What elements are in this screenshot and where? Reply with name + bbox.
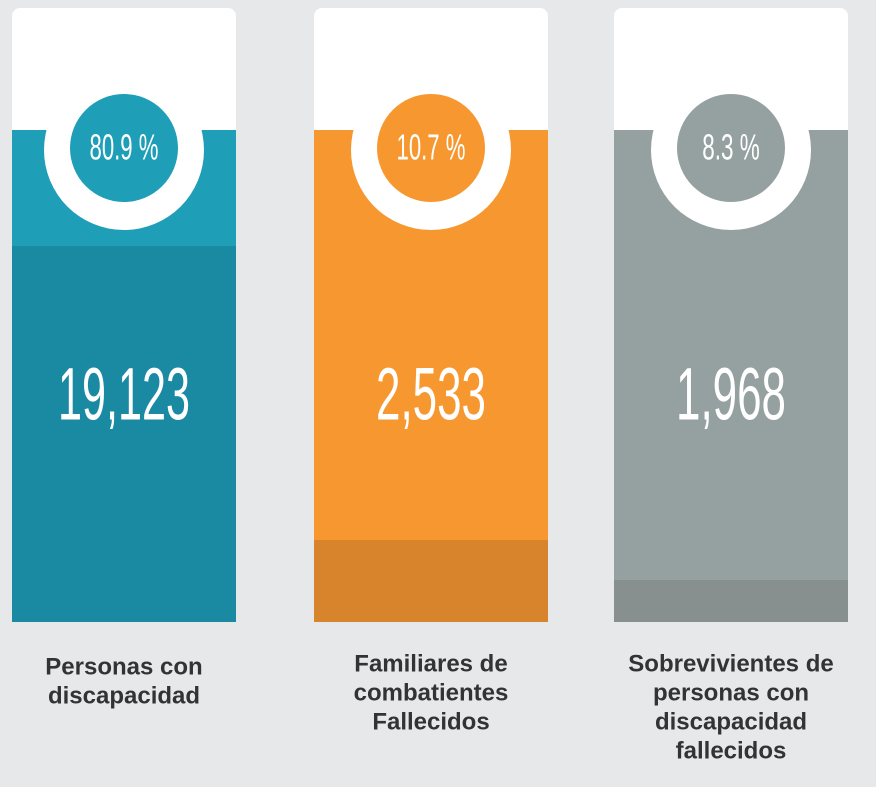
count: 2,533: [376, 353, 486, 436]
label-line: discapacidad: [655, 708, 807, 735]
label-line: personas con: [653, 679, 809, 706]
column-lower: [12, 246, 236, 622]
badge: [677, 94, 785, 202]
column-lower: [314, 540, 548, 622]
label-line: Fallecidos: [372, 708, 489, 735]
label-line: Sobrevivientes de: [628, 650, 833, 677]
percent: 80.9 %: [90, 127, 159, 168]
label-line: Personas con: [45, 653, 202, 680]
count: 1,968: [676, 353, 786, 436]
label-line: fallecidos: [676, 737, 787, 764]
badge: [70, 94, 178, 202]
badge: [377, 94, 485, 202]
label-line: combatientes: [354, 679, 509, 706]
percent: 10.7 %: [397, 127, 466, 168]
label-line: discapacidad: [48, 682, 200, 709]
count: 19,123: [58, 353, 190, 436]
label-line: Familiares de: [354, 650, 507, 677]
percent: 8.3 %: [702, 127, 760, 168]
column-lower: [614, 580, 848, 622]
